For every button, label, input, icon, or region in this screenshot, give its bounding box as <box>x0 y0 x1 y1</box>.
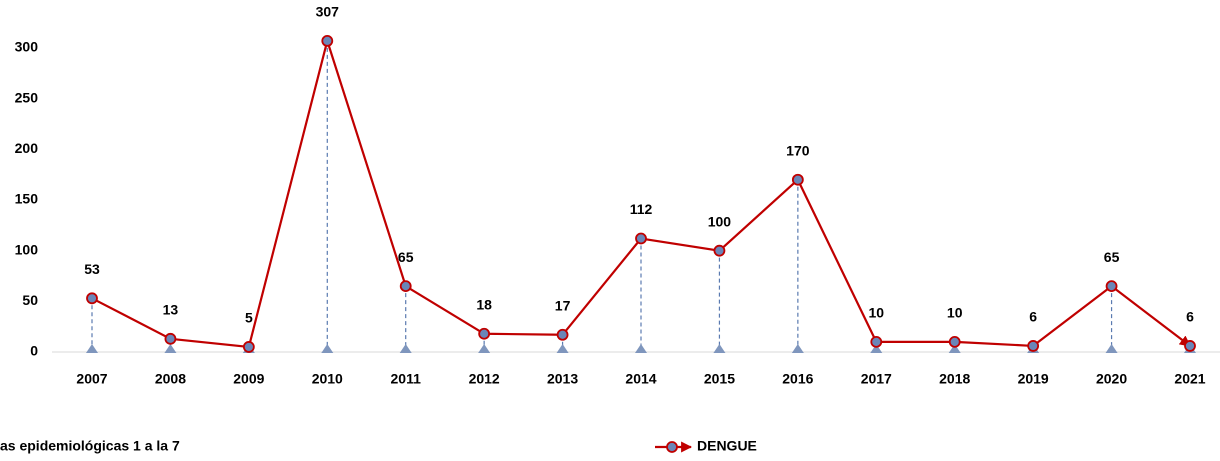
data-label: 65 <box>398 249 414 265</box>
data-label: 307 <box>316 4 340 20</box>
point <box>478 327 491 340</box>
base-marker <box>321 344 334 353</box>
data-label: 5 <box>245 310 253 326</box>
point <box>399 280 412 293</box>
point <box>948 335 961 348</box>
point <box>1105 280 1118 293</box>
base-marker <box>478 344 491 353</box>
base-marker <box>556 344 569 353</box>
base-marker <box>791 344 804 353</box>
x-tick-label: 2010 <box>312 371 343 387</box>
x-tick-label: 2007 <box>76 371 107 387</box>
point <box>164 332 177 345</box>
series-line <box>91 36 1191 349</box>
legend-label: DENGUE <box>697 438 757 454</box>
y-tick-label: 150 <box>15 191 39 207</box>
base-marker <box>713 344 726 353</box>
point <box>713 244 726 257</box>
y-tick-label: 50 <box>22 292 38 308</box>
data-label: 10 <box>868 305 884 321</box>
footnote: as epidemiológicas 1 a la 7 <box>0 438 180 454</box>
point <box>1027 340 1040 352</box>
base-marker <box>1105 344 1118 353</box>
point <box>791 173 804 186</box>
point <box>321 35 334 47</box>
base-marker <box>86 344 98 353</box>
legend-marker <box>666 441 678 453</box>
data-label: 6 <box>1186 309 1194 325</box>
data-label: 100 <box>708 213 732 229</box>
point <box>635 232 647 245</box>
data-label: 112 <box>630 201 653 217</box>
data-label: 65 <box>1104 249 1120 265</box>
x-tick-label: 2017 <box>861 371 892 387</box>
x-tick-label: 2013 <box>547 371 578 387</box>
y-tick-label: 100 <box>15 241 39 257</box>
x-tick-label: 2019 <box>1018 371 1049 387</box>
point <box>242 341 255 353</box>
y-tick-label: 300 <box>15 39 39 55</box>
base-marker <box>948 344 961 353</box>
x-tick-label: 2012 <box>469 371 500 387</box>
x-tick-label: 2020 <box>1096 371 1127 387</box>
x-tick-label: 2016 <box>782 371 813 387</box>
data-label: 53 <box>84 261 100 277</box>
y-tick-label: 200 <box>15 140 39 156</box>
data-label: 18 <box>476 296 492 312</box>
base-marker <box>870 344 883 353</box>
y-tick-label: 0 <box>30 343 38 359</box>
x-tick-label: 2014 <box>625 371 656 387</box>
base-marker <box>635 344 647 353</box>
x-tick-label: 2018 <box>939 371 970 387</box>
x-tick-label: 2015 <box>704 371 735 387</box>
data-label: 17 <box>555 297 571 313</box>
point <box>1184 340 1196 352</box>
y-tick-label: 250 <box>15 89 39 105</box>
x-tick-label: 2011 <box>391 371 422 387</box>
point <box>86 292 98 305</box>
x-tick-label: 2008 <box>155 371 186 387</box>
data-label: 6 <box>1029 309 1037 325</box>
data-label: 170 <box>786 142 810 158</box>
x-tick-label: 2009 <box>233 371 264 387</box>
data-label: 10 <box>947 305 963 321</box>
data-label: 13 <box>163 302 179 318</box>
point <box>870 335 883 348</box>
base-marker <box>164 344 177 353</box>
point <box>556 328 569 341</box>
x-tick-label: 2021 <box>1174 371 1205 387</box>
base-marker <box>399 344 412 353</box>
